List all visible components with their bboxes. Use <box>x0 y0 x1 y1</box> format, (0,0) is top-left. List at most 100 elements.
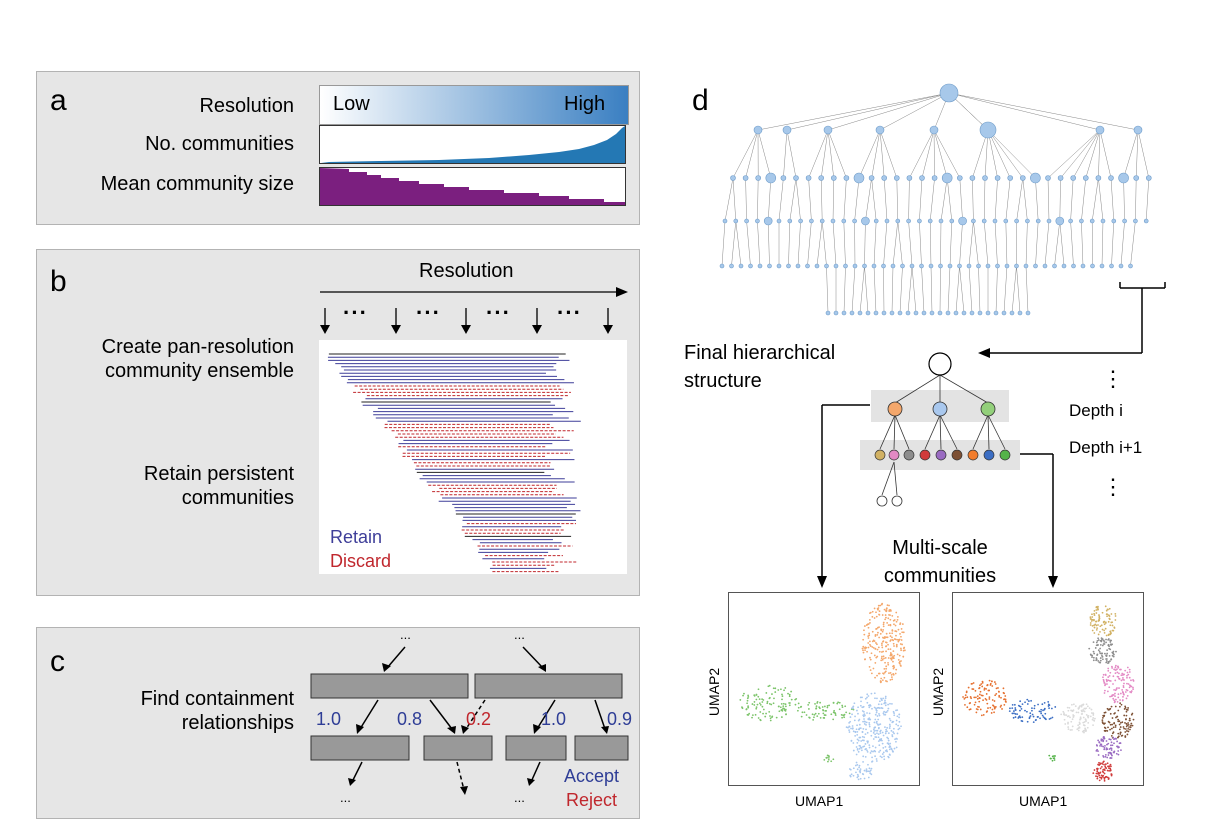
umap-point <box>1098 661 1100 663</box>
umap-point <box>757 704 759 706</box>
umap-point <box>881 740 883 742</box>
umap-point <box>863 652 865 654</box>
umap-point <box>788 702 790 704</box>
umap-point <box>1128 724 1130 726</box>
umap-point <box>1111 747 1113 749</box>
tree-edge <box>796 178 801 221</box>
umap-point <box>891 615 893 617</box>
umap-point <box>1011 707 1013 709</box>
umap-point <box>782 705 784 707</box>
tree-node <box>932 176 937 181</box>
tree-node <box>954 311 958 315</box>
mean-size-histogram <box>319 167 627 207</box>
umap-point <box>1052 756 1054 758</box>
umap-point <box>1105 639 1107 641</box>
umap-point <box>869 747 871 749</box>
umap-point <box>813 716 815 718</box>
umap-cluster-red <box>1092 760 1112 781</box>
umap-point <box>871 757 873 759</box>
umap-point <box>996 687 998 689</box>
umap-point <box>1115 615 1117 617</box>
umap-point <box>1093 653 1095 655</box>
umap-point <box>1026 699 1028 701</box>
umap-point <box>869 641 871 643</box>
umap-point <box>785 709 787 711</box>
tree-node <box>739 264 743 268</box>
umap-point <box>991 680 993 682</box>
umap-point <box>1012 704 1014 706</box>
umap-point <box>1096 778 1098 780</box>
umap-point <box>848 729 850 731</box>
umap-point <box>1129 684 1131 686</box>
umap-point <box>1132 687 1134 689</box>
umap-point <box>1085 707 1087 709</box>
umap-point <box>859 770 861 772</box>
tree-node <box>882 176 887 181</box>
tree-edge <box>919 178 922 221</box>
tree-node <box>982 219 986 223</box>
umap-point <box>1109 757 1111 759</box>
umap-point <box>1117 693 1119 695</box>
umap-point <box>866 771 868 773</box>
umap-point <box>1112 737 1114 739</box>
umap-point <box>1102 769 1104 771</box>
umap-point <box>1104 745 1106 747</box>
umap-point <box>1115 726 1117 728</box>
umap-point <box>1104 778 1106 780</box>
umap-point <box>850 716 852 718</box>
umap-point <box>890 658 892 660</box>
umap-point <box>1110 622 1112 624</box>
tree-edge <box>1138 130 1149 178</box>
umap-point <box>874 692 876 694</box>
umap-point <box>893 657 895 659</box>
umap-point <box>1124 736 1126 738</box>
umap-point <box>1119 702 1121 704</box>
umap-point <box>880 629 882 631</box>
umap-point <box>1115 725 1117 727</box>
umap-point <box>1107 770 1109 772</box>
umap-point <box>860 768 862 770</box>
umap-point <box>819 707 821 709</box>
tree-node <box>1036 219 1040 223</box>
umap-point <box>758 688 760 690</box>
umap-point <box>870 705 872 707</box>
umap-point <box>864 721 866 723</box>
umap-point <box>880 633 882 635</box>
umap-point <box>883 668 885 670</box>
umap-point <box>1112 717 1114 719</box>
tree-node <box>920 264 924 268</box>
step-retain-label: Retain persistent communities <box>144 462 294 510</box>
umap-point <box>1009 707 1011 709</box>
umap-point <box>859 748 861 750</box>
umap-point <box>865 743 867 745</box>
umap-point <box>852 706 854 708</box>
find-containment-line2: relationships <box>141 711 294 735</box>
umap-point <box>860 740 862 742</box>
umap-point <box>771 715 773 717</box>
tree-node <box>876 126 884 134</box>
umap-point <box>1115 706 1117 708</box>
umap-point <box>850 769 852 771</box>
tree-node <box>854 173 864 183</box>
tree-edge <box>919 221 921 266</box>
umap-point <box>1106 679 1108 681</box>
umap-point <box>979 687 981 689</box>
umap-point <box>892 736 894 738</box>
umap-point <box>752 703 754 705</box>
umap-point <box>1035 719 1037 721</box>
umap-right-ylabel: UMAP2 <box>930 668 946 716</box>
umap-point <box>899 623 901 625</box>
umap-point <box>1089 616 1091 618</box>
tree-edge <box>733 178 736 221</box>
umap-plot-depth-i1 <box>952 592 1144 786</box>
umap-point <box>842 706 844 708</box>
umap-point <box>884 699 886 701</box>
umap-point <box>879 651 881 653</box>
umap-point <box>877 627 879 629</box>
umap-point <box>1014 704 1016 706</box>
tree-edge <box>1111 178 1114 221</box>
umap-point <box>895 723 897 725</box>
umap-point <box>896 747 898 749</box>
umap-point <box>1095 659 1097 661</box>
tree-edge <box>783 130 787 178</box>
